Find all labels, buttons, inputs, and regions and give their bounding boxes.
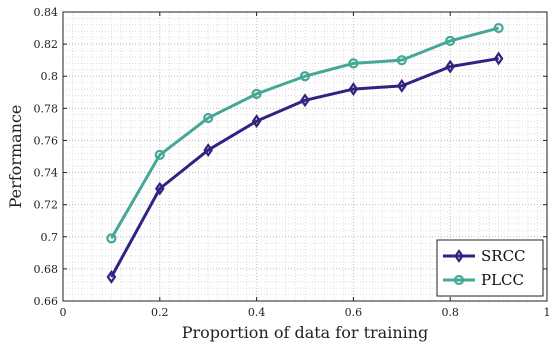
x-axis-label: Proportion of data for training bbox=[182, 323, 429, 342]
legend-marker-srcc bbox=[454, 249, 464, 263]
data-point-srcc bbox=[348, 82, 359, 96]
data-point-srcc bbox=[203, 143, 214, 157]
data-point-srcc bbox=[493, 51, 504, 66]
y-tick-label: 0.66 bbox=[34, 295, 59, 308]
data-point-plcc bbox=[445, 35, 456, 47]
x-tick-label: 0 bbox=[60, 306, 67, 319]
legend-marker-plcc bbox=[453, 274, 465, 286]
series-line-plcc bbox=[110, 26, 499, 240]
x-tick-label: 1 bbox=[544, 306, 551, 319]
data-point-srcc bbox=[396, 78, 407, 93]
y-tick-label: 0.74 bbox=[34, 167, 59, 180]
y-tick-label: 0.72 bbox=[34, 199, 59, 212]
x-tick-label: 0.2 bbox=[151, 306, 169, 319]
data-point-plcc bbox=[203, 112, 214, 124]
x-tick-label: 0.6 bbox=[345, 306, 363, 319]
legend: SRCC PLCC bbox=[436, 239, 544, 297]
data-point-srcc bbox=[154, 181, 165, 196]
axis-ticks: 0 0.2 0.4 0.6 0.8 1 0.66 0.68 0.7 0.72 0.74 0.76 0.7… bbox=[34, 6, 551, 319]
data-point-plcc bbox=[251, 88, 262, 99]
y-tick-label: 0.84 bbox=[34, 6, 59, 19]
data-point-plcc bbox=[493, 22, 504, 34]
data-point-srcc bbox=[106, 269, 117, 284]
y-axis-label: Performance bbox=[6, 105, 25, 209]
series-srcc bbox=[106, 51, 504, 284]
y-tick-label: 0.8 bbox=[41, 70, 59, 83]
data-point-srcc bbox=[251, 114, 262, 129]
legend-label-plcc: PLCC bbox=[481, 271, 524, 289]
legend-label-srcc: SRCC bbox=[481, 247, 526, 265]
data-point-srcc bbox=[445, 59, 456, 74]
plot-area-frame bbox=[62, 11, 548, 302]
x-tick-label: 0.8 bbox=[441, 306, 459, 319]
x-tick-label: 0.4 bbox=[248, 306, 266, 319]
series-line-srcc bbox=[110, 57, 499, 278]
series-plcc bbox=[106, 22, 504, 244]
data-point-plcc bbox=[348, 58, 359, 69]
y-tick-label: 0.82 bbox=[34, 38, 59, 51]
data-point-plcc bbox=[106, 233, 117, 244]
series-lines bbox=[106, 22, 504, 284]
y-tick-label: 0.7 bbox=[41, 231, 59, 244]
y-tick-label: 0.76 bbox=[34, 134, 59, 147]
y-tick-label: 0.78 bbox=[34, 102, 59, 115]
y-tick-label: 0.68 bbox=[34, 263, 59, 276]
legend-box bbox=[436, 239, 544, 297]
data-point-plcc bbox=[154, 149, 165, 160]
data-point-plcc bbox=[396, 55, 407, 66]
data-point-srcc bbox=[300, 93, 310, 108]
data-point-plcc bbox=[299, 71, 311, 82]
